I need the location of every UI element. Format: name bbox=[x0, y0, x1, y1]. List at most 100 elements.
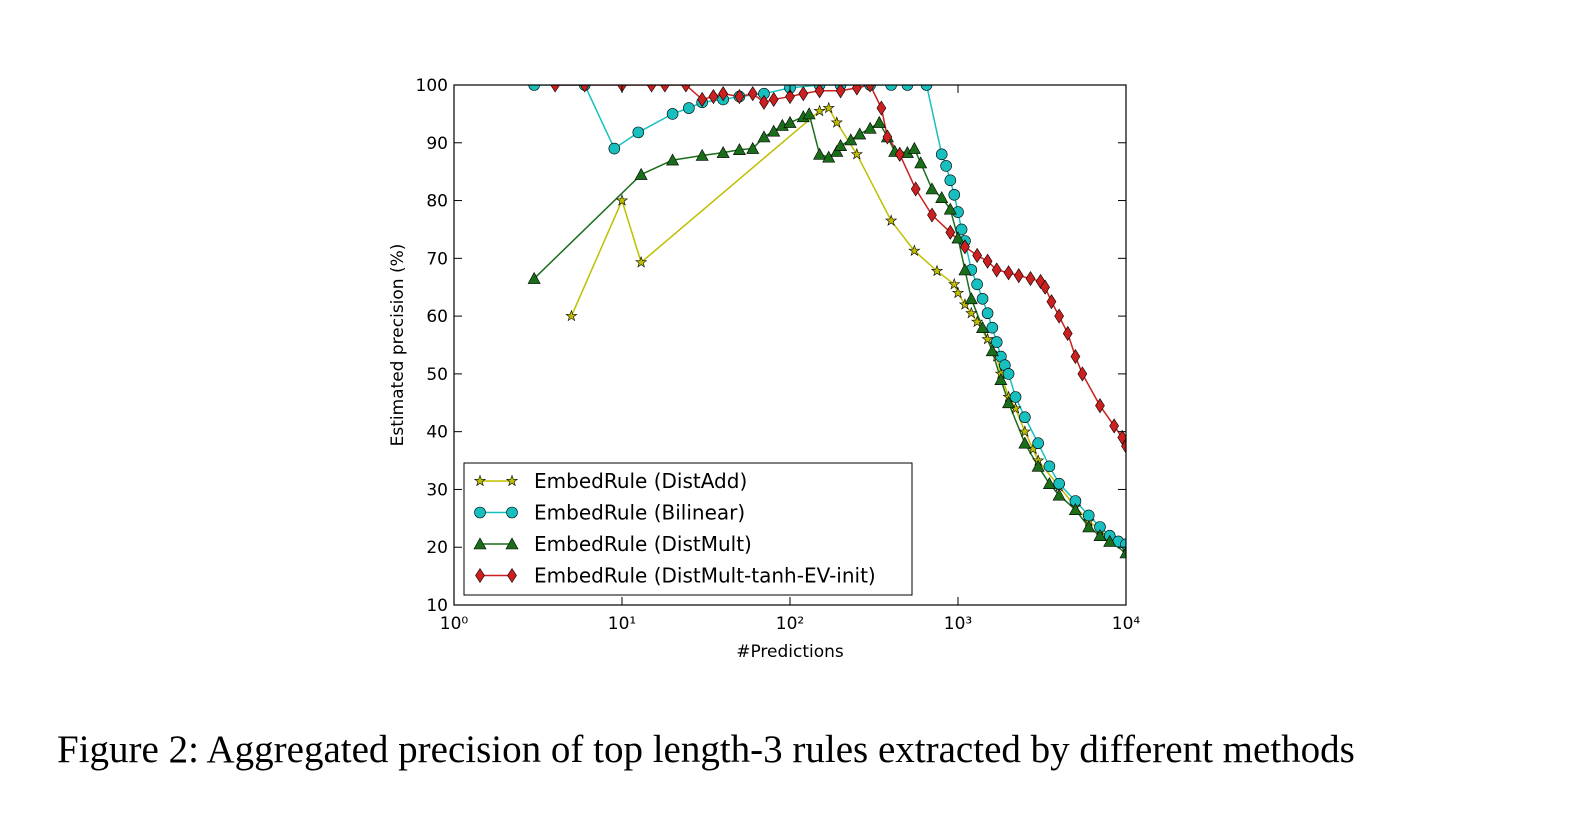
data-point bbox=[1019, 411, 1031, 423]
data-point bbox=[1035, 273, 1046, 289]
data-point bbox=[1069, 495, 1082, 507]
data-point bbox=[1062, 325, 1073, 341]
data-point bbox=[1018, 425, 1031, 437]
data-point bbox=[1053, 477, 1065, 490]
data-point bbox=[885, 214, 898, 226]
data-point bbox=[718, 86, 729, 102]
data-point bbox=[971, 278, 983, 291]
data-point bbox=[986, 321, 999, 334]
data-point bbox=[550, 85, 561, 93]
data-point bbox=[814, 85, 825, 99]
data-point bbox=[608, 142, 621, 155]
data-point bbox=[834, 139, 848, 151]
data-point bbox=[935, 191, 949, 203]
x-tick-label: 10⁰ bbox=[440, 614, 469, 634]
data-point bbox=[920, 85, 933, 91]
legend-marker bbox=[473, 474, 487, 487]
data-point bbox=[1002, 396, 1016, 409]
data-point bbox=[1042, 477, 1056, 489]
data-point bbox=[1082, 509, 1095, 522]
legend-marker bbox=[473, 537, 487, 550]
data-point bbox=[945, 224, 956, 240]
data-point bbox=[635, 255, 648, 268]
data-point bbox=[813, 147, 827, 160]
data-point bbox=[948, 277, 961, 290]
data-point bbox=[785, 89, 795, 105]
data-point bbox=[716, 145, 730, 158]
data-point bbox=[991, 262, 1002, 278]
data-point bbox=[708, 89, 719, 105]
data-point bbox=[1095, 398, 1105, 414]
legend-label: EmbedRule (DistAdd) bbox=[534, 469, 747, 493]
data-point bbox=[865, 85, 876, 93]
data-point bbox=[746, 141, 760, 154]
data-point bbox=[976, 293, 989, 305]
x-tick-label: 10³ bbox=[944, 614, 972, 634]
data-point bbox=[1121, 438, 1126, 454]
data-point bbox=[1018, 436, 1032, 449]
y-tick-label: 40 bbox=[426, 423, 448, 443]
legend-marker bbox=[475, 567, 485, 584]
x-axis-label: #Predictions bbox=[736, 642, 844, 662]
x-tick-label: 10² bbox=[776, 614, 804, 634]
data-point bbox=[853, 127, 867, 140]
data-point bbox=[995, 350, 1007, 363]
data-point bbox=[528, 85, 540, 91]
data-point bbox=[882, 129, 893, 145]
data-point bbox=[798, 86, 809, 102]
data-point bbox=[951, 286, 965, 299]
data-point bbox=[697, 91, 708, 107]
data-point bbox=[850, 147, 863, 160]
data-point bbox=[982, 253, 993, 269]
data-point bbox=[1103, 534, 1117, 547]
data-point bbox=[985, 344, 999, 357]
data-point bbox=[925, 182, 939, 195]
y-tick-label: 30 bbox=[426, 480, 448, 500]
data-point bbox=[901, 85, 914, 91]
data-point bbox=[768, 91, 779, 107]
data-point bbox=[981, 332, 994, 345]
data-point bbox=[579, 85, 590, 93]
data-point bbox=[935, 148, 948, 161]
y-tick-label: 70 bbox=[426, 249, 448, 269]
data-point bbox=[943, 202, 957, 215]
data-point bbox=[885, 85, 897, 91]
data-point bbox=[565, 309, 578, 322]
data-point bbox=[960, 239, 970, 255]
legend-label: EmbedRule (DistMult-tanh-EV-init) bbox=[534, 564, 876, 588]
data-point bbox=[894, 146, 905, 162]
y-tick-label: 100 bbox=[416, 76, 448, 96]
data-point bbox=[910, 181, 921, 197]
data-point bbox=[976, 321, 990, 333]
data-point bbox=[835, 85, 846, 99]
data-point bbox=[951, 231, 965, 244]
data-point bbox=[1093, 529, 1107, 541]
data-point bbox=[948, 189, 961, 201]
legend-marker bbox=[474, 506, 486, 519]
legend-marker bbox=[506, 506, 518, 519]
data-point bbox=[876, 100, 887, 116]
x-tick-label: 10¹ bbox=[608, 614, 636, 634]
y-tick-label: 50 bbox=[426, 365, 448, 385]
data-point bbox=[1046, 294, 1057, 310]
y-tick-label: 60 bbox=[426, 307, 448, 327]
data-point bbox=[965, 306, 978, 319]
data-point bbox=[1054, 308, 1065, 324]
data-point bbox=[615, 194, 629, 206]
data-point bbox=[1003, 265, 1014, 281]
data-point bbox=[681, 85, 691, 93]
y-tick-label: 90 bbox=[426, 134, 448, 154]
data-point bbox=[759, 94, 769, 110]
plot-area bbox=[527, 85, 1126, 559]
data-point bbox=[634, 167, 648, 180]
data-point bbox=[666, 108, 679, 120]
data-point bbox=[646, 85, 657, 93]
data-point bbox=[1070, 349, 1081, 365]
data-point bbox=[1043, 460, 1056, 473]
data-point bbox=[527, 271, 541, 284]
data-point bbox=[872, 115, 886, 128]
data-point bbox=[1002, 368, 1015, 380]
data-point bbox=[1077, 366, 1088, 382]
data-point bbox=[830, 116, 843, 128]
data-point bbox=[1013, 268, 1024, 284]
